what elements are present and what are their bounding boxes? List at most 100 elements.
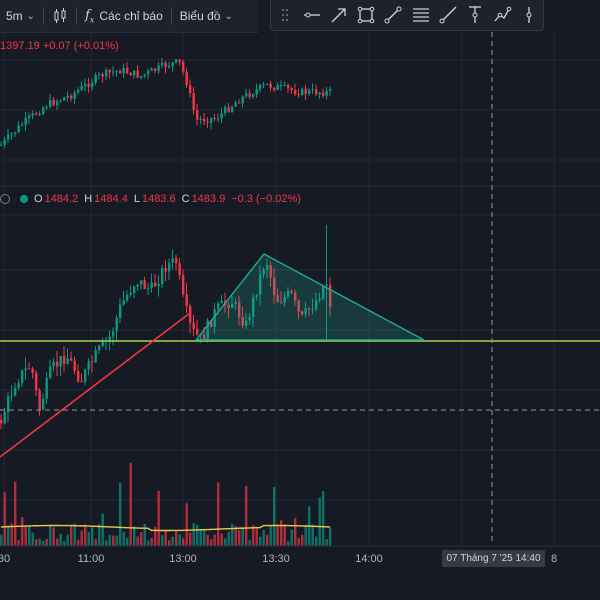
horizontal-line-icon[interactable] xyxy=(300,3,324,27)
candle-body xyxy=(231,107,233,112)
drawing-toolbar xyxy=(270,0,544,31)
candle-body xyxy=(116,71,118,72)
candle-body xyxy=(4,412,6,423)
volume-bar xyxy=(270,525,272,546)
candle-body xyxy=(203,119,205,122)
volume-bar xyxy=(154,527,156,546)
candlestick-icon xyxy=(52,8,68,24)
fib-retracement-icon[interactable] xyxy=(409,3,433,27)
volume-bar xyxy=(189,532,191,546)
candle-body xyxy=(70,96,72,99)
candle-body xyxy=(84,84,86,86)
volume-bar xyxy=(284,524,286,546)
candle-body xyxy=(28,368,30,369)
volume-bar xyxy=(105,541,107,546)
volume-bar xyxy=(21,517,23,546)
candle-body xyxy=(11,396,13,397)
ray-icon[interactable] xyxy=(436,3,460,27)
indicators-button[interactable]: fx Các chỉ báo xyxy=(79,0,169,32)
triangle-pattern[interactable] xyxy=(196,254,424,340)
candle-body xyxy=(116,318,118,331)
candle-body xyxy=(179,263,181,275)
chart-type-button[interactable] xyxy=(46,0,74,32)
high-value: 1484.4 xyxy=(94,193,128,205)
volume-bar xyxy=(4,492,6,546)
volume-bar xyxy=(116,536,118,546)
vertical-line-icon[interactable] xyxy=(463,3,487,27)
candle-body xyxy=(228,107,230,112)
candle-body xyxy=(28,116,30,118)
candle-body xyxy=(74,93,76,99)
candle-body xyxy=(224,107,226,113)
candle-body xyxy=(256,89,258,94)
candle-body xyxy=(21,370,23,383)
volume-bar xyxy=(112,536,114,546)
candle-body xyxy=(179,59,181,61)
layout-button[interactable]: Biểu đồ ⌄ xyxy=(174,0,239,32)
volume-bar xyxy=(193,523,195,546)
volume-bar xyxy=(84,524,86,546)
candle-body xyxy=(0,145,2,146)
time-tick: 8 xyxy=(551,553,557,565)
volume-bar xyxy=(0,535,2,546)
candle-body xyxy=(77,371,79,381)
low-value: 1483.6 xyxy=(142,193,176,205)
candle-body xyxy=(315,89,317,94)
candle-body xyxy=(175,59,177,62)
arrow-icon[interactable] xyxy=(327,3,351,27)
volume-bar xyxy=(266,535,268,546)
candle-body xyxy=(109,336,111,340)
drag-handle-icon[interactable] xyxy=(273,3,297,27)
path-icon[interactable] xyxy=(490,3,514,27)
volume-bar xyxy=(326,539,328,546)
candle-body xyxy=(263,84,265,85)
volume-bar xyxy=(49,525,51,546)
candle-body xyxy=(158,284,160,286)
candle-body xyxy=(60,356,62,367)
candle-body xyxy=(144,280,146,289)
candle-body xyxy=(221,113,223,118)
candle-body xyxy=(56,362,58,367)
candle-body xyxy=(147,71,149,75)
vertical-ray-icon[interactable] xyxy=(517,3,541,27)
candle-body xyxy=(42,108,44,114)
candle-body xyxy=(46,107,48,108)
trend-line-icon[interactable] xyxy=(381,3,405,27)
rectangle-icon[interactable] xyxy=(354,3,378,27)
interval-selector[interactable]: 5m ⌄ xyxy=(0,0,41,32)
candle-body xyxy=(154,282,156,286)
toolbar-divider xyxy=(76,7,77,25)
volume-bar xyxy=(74,523,76,546)
candle-body xyxy=(245,93,247,96)
volume-bar xyxy=(298,538,300,546)
time-tick: 30 xyxy=(0,553,10,565)
candle-body xyxy=(161,63,163,65)
candle-body xyxy=(25,368,27,370)
volume-bar xyxy=(228,532,230,546)
ascending-trendline[interactable] xyxy=(0,313,190,457)
volume-bar xyxy=(25,527,27,546)
visibility-toggle-icon[interactable] xyxy=(0,194,10,204)
upper-pane-value: 1397.19 xyxy=(0,40,40,52)
volume-bar xyxy=(291,530,293,546)
candle-body xyxy=(168,263,170,272)
candle-body xyxy=(133,71,135,76)
candle-body xyxy=(144,74,146,76)
volume-bar xyxy=(242,529,244,546)
volume-bar xyxy=(294,518,296,546)
candle-body xyxy=(123,68,125,73)
candle-body xyxy=(137,71,139,78)
toolbar-divider xyxy=(171,7,172,25)
close-label: C xyxy=(182,193,190,205)
volume-bar xyxy=(28,526,30,546)
volume-bar xyxy=(200,529,202,546)
candle-body xyxy=(312,89,314,90)
volume-bar xyxy=(39,539,41,546)
candle-body xyxy=(172,62,174,66)
volume-bar xyxy=(137,536,139,546)
candle-body xyxy=(102,74,104,76)
candle-body xyxy=(140,280,142,284)
volume-bar xyxy=(315,536,317,546)
volume-bar xyxy=(238,530,240,546)
